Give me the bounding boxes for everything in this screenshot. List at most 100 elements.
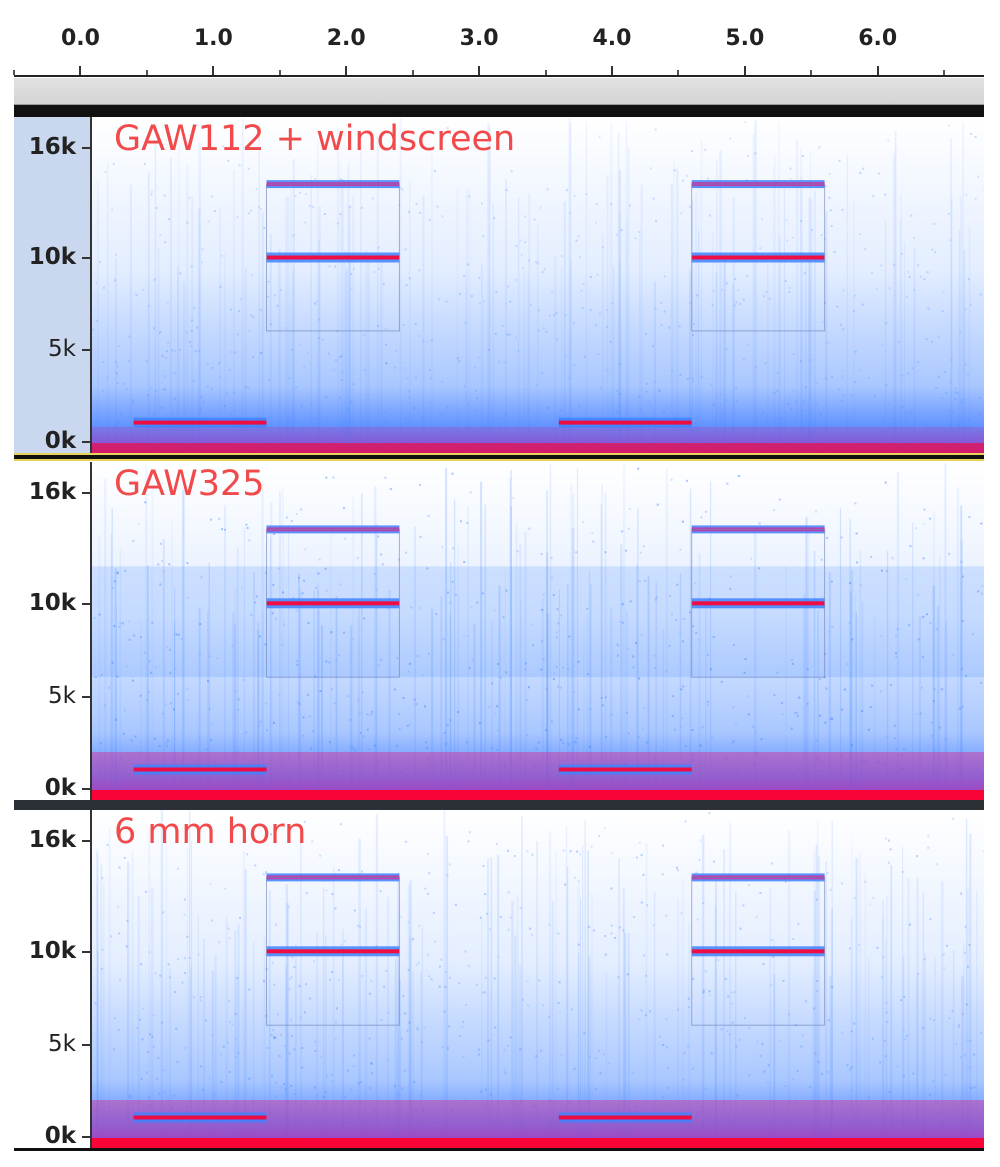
noise-speckle: [737, 475, 740, 477]
noise-speckle: [929, 1017, 932, 1020]
noise-speckle: [828, 631, 831, 634]
spectrogram[interactable]: [92, 117, 984, 453]
noise-streak: [729, 822, 731, 1148]
noise-speckle: [688, 205, 691, 208]
noise-speckle: [229, 1125, 232, 1127]
noise-speckle: [605, 309, 608, 312]
track-6mm-horn[interactable]: 16k 10k 5k 0k 6 mm horn: [14, 810, 984, 1149]
noise-speckle: [948, 552, 951, 555]
noise-speckle: [568, 1102, 571, 1105]
noise-speckle: [445, 300, 448, 303]
noise-speckle: [304, 768, 307, 771]
noise-speckle: [788, 767, 791, 770]
noise-speckle: [301, 592, 304, 595]
noise-speckle: [494, 1026, 497, 1029]
noise-speckle: [908, 276, 911, 278]
noise-speckle: [891, 418, 894, 421]
noise-speckle: [826, 536, 829, 539]
noise-speckle: [519, 239, 522, 242]
spectrogram[interactable]: [92, 462, 984, 800]
noise-speckle: [217, 1123, 220, 1125]
noise-speckle: [888, 403, 891, 406]
noise-streak: [287, 525, 290, 800]
noise-streak: [253, 941, 255, 1148]
noise-streak: [700, 138, 703, 453]
noise-streak: [939, 555, 941, 800]
noise-speckle: [255, 188, 258, 190]
noise-speckle: [931, 340, 934, 343]
noise-speckle: [961, 705, 964, 708]
noise-speckle: [300, 405, 303, 408]
noise-speckle: [445, 971, 447, 974]
noise-speckle: [711, 303, 714, 306]
track-gaw112[interactable]: 16k 10k 5k 0k GAW112 + windscreen: [14, 117, 984, 454]
noise-speckle: [827, 341, 830, 344]
noise-speckle: [611, 302, 614, 305]
noise-streak: [376, 136, 379, 453]
noise-speckle: [175, 633, 178, 636]
noise-speckle: [784, 280, 787, 283]
noise-speckle: [441, 1046, 444, 1049]
noise-speckle: [448, 1025, 450, 1028]
noise-speckle: [143, 441, 146, 444]
noise-speckle: [442, 638, 445, 641]
noise-speckle: [801, 1034, 804, 1037]
noise-speckle: [101, 877, 104, 880]
noise-speckle: [673, 169, 676, 172]
noise-speckle: [360, 206, 363, 209]
noise-speckle: [967, 373, 970, 376]
noise-speckle: [883, 1039, 886, 1042]
noise-streak: [676, 168, 679, 453]
noise-speckle: [976, 1101, 979, 1104]
noise-speckle: [104, 171, 107, 173]
noise-speckle: [303, 579, 306, 582]
noise-speckle: [133, 634, 136, 637]
noise-speckle: [960, 667, 963, 670]
noise-speckle: [250, 613, 253, 616]
noise-speckle: [513, 786, 516, 789]
noise-speckle: [940, 783, 943, 786]
noise-speckle: [359, 925, 362, 928]
noise-speckle: [681, 179, 684, 182]
noise-streak: [698, 553, 701, 800]
scrub-bar[interactable]: [14, 78, 984, 105]
noise-speckle: [299, 192, 301, 194]
spectrogram[interactable]: [92, 810, 984, 1148]
noise-speckle: [277, 567, 280, 570]
noise-speckle: [440, 958, 443, 961]
noise-speckle: [228, 1071, 231, 1073]
noise-speckle: [846, 1064, 849, 1067]
noise-speckle: [938, 726, 941, 729]
noise-speckle: [781, 438, 784, 441]
noise-streak: [318, 240, 320, 453]
noise-speckle: [216, 657, 219, 660]
noise-speckle: [777, 764, 780, 767]
noise-speckle: [350, 400, 353, 403]
noise-speckle: [759, 892, 762, 894]
timeline-ruler[interactable]: 0.0 1.0 2.0 3.0 4.0 5.0 6.0: [13, 0, 984, 78]
noise-speckle: [369, 779, 371, 782]
noise-streak: [365, 250, 368, 453]
noise-speckle: [974, 197, 977, 200]
noise-speckle: [274, 1108, 277, 1111]
noise-speckle: [841, 708, 844, 711]
noise-speckle: [858, 369, 861, 372]
noise-speckle: [352, 383, 355, 386]
noise-speckle: [851, 638, 854, 641]
noise-speckle: [973, 784, 975, 787]
noise-speckle: [164, 388, 167, 391]
noise-speckle: [438, 965, 441, 968]
noise-speckle: [375, 945, 378, 948]
noise-speckle: [341, 769, 344, 772]
noise-speckle: [686, 479, 688, 482]
noise-streak: [207, 610, 209, 800]
noise-speckle: [560, 409, 563, 412]
noise-speckle: [350, 287, 353, 290]
noise-speckle: [850, 1089, 853, 1092]
track-gaw325[interactable]: 16k 10k 5k 0k GAW325: [14, 462, 984, 801]
noise-speckle: [901, 754, 904, 757]
noise-streak: [186, 847, 189, 1148]
noise-speckle: [430, 978, 433, 981]
noise-speckle: [465, 1100, 468, 1103]
noise-streak: [902, 847, 904, 1148]
